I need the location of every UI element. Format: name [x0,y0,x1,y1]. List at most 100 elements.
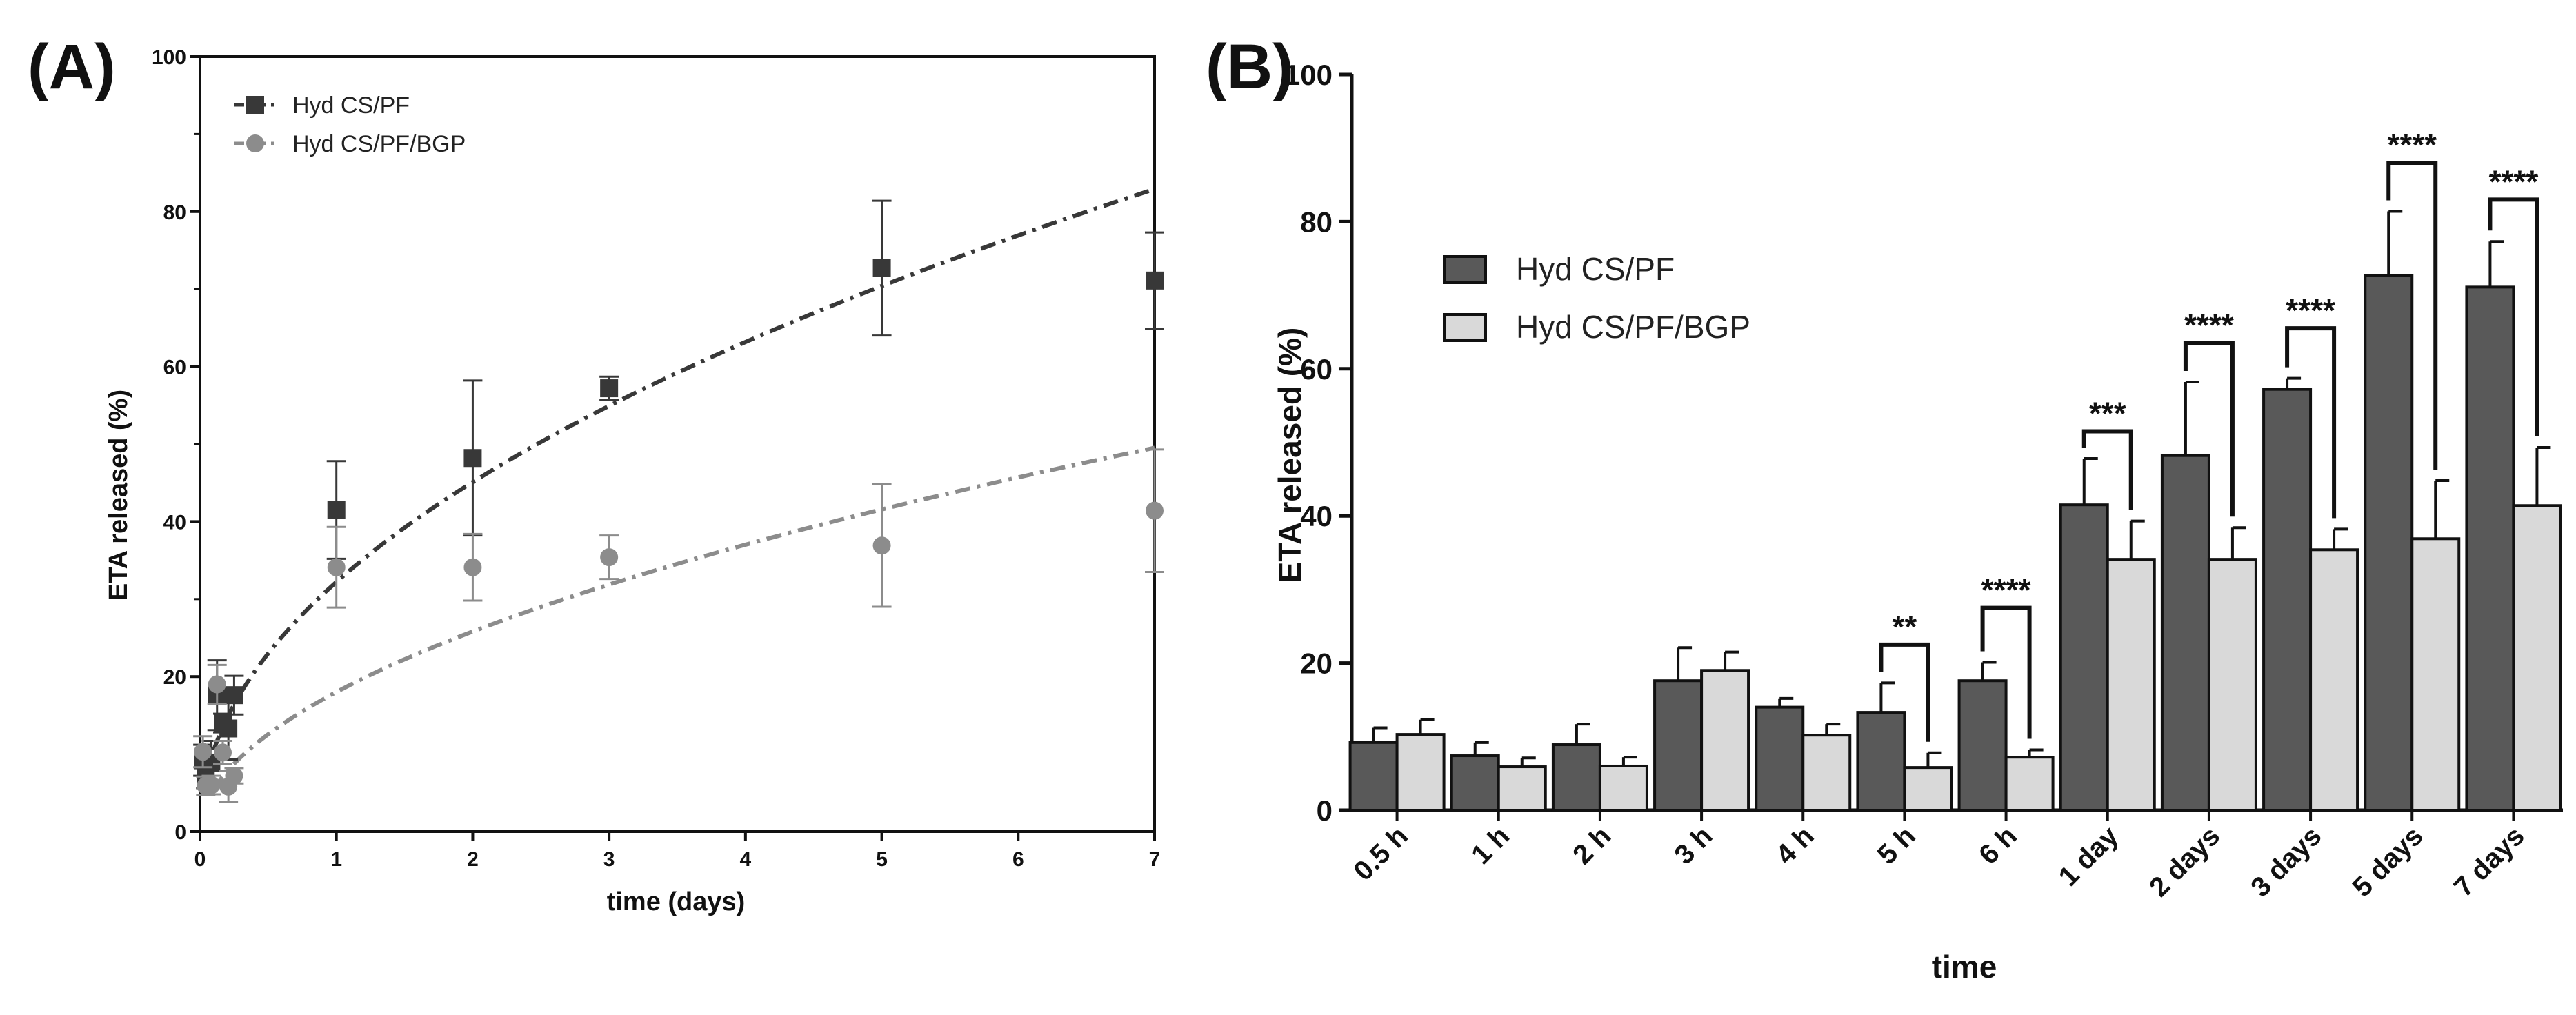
panel-a-y-tick-label: 60 [163,356,186,379]
panel-a-x-tick-label: 0 [194,848,206,871]
panel-a-x-tick-label: 3 [603,848,615,871]
panel-a-x-tick-label: 1 [330,848,342,871]
legend-swatch-hyd-cs-pf [1443,255,1487,284]
panel-b-significance-label: **** [1981,572,2031,608]
panel-b-bars [1348,210,2562,812]
panel-a-x-tick-label: 2 [467,848,479,871]
panel-b-bar-hyd-cs-pf [1957,679,2008,812]
panel-a-point-hyd-cs-pf-bgp [600,548,619,567]
panel-a-label: (A) [28,32,116,102]
panel-b-bar-hyd-cs-pf-bgp [1903,766,1953,812]
panel-b-significance-bracket [2386,161,2438,470]
panel-a-legend: Hyd CS/PF Hyd CS/PF/BGP [234,92,466,157]
panel-a-scatter-chart: (A) 0 1 2 3 4 5 6 7 0 20 40 60 80 100 Hyd CS/PF Hyd C… [28,32,1164,916]
panel-a-axes: 0 1 2 3 4 5 6 7 0 20 40 60 80 100 [152,46,1160,871]
panel-b-y-tick-label: 0 [1317,794,1332,827]
panel-b-bar-hyd-cs-pf [2465,285,2515,812]
panel-a-fit-curve-hyd-cs-pf-bgp [212,445,1155,791]
panel-a-y-axis-label: ETA released (%) [104,390,133,601]
panel-a-x-tick-label: 5 [876,848,888,871]
panel-b-legend: Hyd CS/PF Hyd CS/PF/BGP [1443,251,1750,345]
panel-b-bar-hyd-cs-pf [1856,711,1906,812]
panel-a-data-points [193,199,1164,803]
panel-b-bar-hyd-cs-pf [2262,388,2313,812]
panel-a-point-hyd-cs-pf [872,259,891,277]
panel-b-x-tick-label: 2 days [2144,821,2226,903]
panel-b-y-tick-label: 20 [1300,647,1332,680]
panel-a-point-hyd-cs-pf-bgp [872,536,891,555]
panel-b-bar-hyd-cs-pf-bgp [1700,669,1750,812]
panel-b-significance-label: **** [2184,307,2234,343]
panel-a-point-hyd-cs-pf-bgp [208,675,226,694]
panel-a-y-tick-label: 0 [174,821,186,844]
panel-b-bar-hyd-cs-pf [2059,503,2109,812]
panel-b-bar-hyd-cs-pf [1551,743,1601,812]
panel-b-significance-label: **** [2387,127,2437,163]
panel-a-y-tick-label: 80 [163,201,186,224]
panel-a-point-hyd-cs-pf [600,379,619,398]
panel-a-point-hyd-cs-pf [327,501,346,519]
panel-b-x-axis-label: time [1932,949,1997,985]
panel-a-point-hyd-cs-pf [463,449,482,468]
panel-b-significance-label: **** [2286,292,2335,328]
panel-b-bar-hyd-cs-pf-bgp [1801,734,1852,812]
panel-a-point-hyd-cs-pf [225,686,243,705]
legend-label-hyd-cs-pf: Hyd CS/PF [292,92,410,119]
panel-a-fit-curves [211,187,1155,791]
panel-a-point-hyd-cs-pf-bgp [202,776,221,794]
panel-b-bar-hyd-cs-pf-bgp [1598,764,1648,812]
panel-b-x-tick-label: 6 h [1973,821,2023,870]
panel-b-bar-hyd-cs-pf-bgp [1497,765,1547,812]
panel-b-significance-brackets: ************* ************ [1879,127,2539,742]
panel-b-bar-hyd-cs-pf-bgp [2512,504,2562,812]
panel-b-x-tick-label: 2 h [1567,821,1617,870]
panel-a-x-tick-label: 4 [740,848,752,871]
panel-a-y-tick-label: 40 [163,511,186,534]
panel-b-significance-bracket [2183,341,2235,517]
panel-b-significance-label: *** [2089,395,2126,431]
panel-b-x-tick-label: 3 days [2245,821,2327,903]
panel-a-point-hyd-cs-pf [219,719,238,738]
panel-a-x-axis-label: time (days) [607,887,746,916]
panel-b-significance-bracket [2488,197,2539,436]
panel-b-x-tick-label: 1 day [2053,821,2125,892]
panel-b-bar-hyd-cs-pf [1755,705,1805,812]
panel-b-bar-hyd-cs-pf [2160,454,2210,812]
panel-a-plot-frame [199,55,1156,833]
legend-marker-hyd-cs-pf-bgp [246,134,264,152]
panel-b-bar-hyd-cs-pf-bgp [2410,537,2461,812]
panel-b-bar-chart: (B) 0 20 40 60 80 100 0.5 h 1 h 2 h 3 h 4 h 5 h 6 h 1… [1206,32,2563,985]
legend-marker-hyd-cs-pf [246,96,264,114]
panel-b-significance-bracket [2285,326,2337,519]
panel-b-y-tick-label: 40 [1300,500,1332,532]
panel-a-x-tick-label: 7 [1149,848,1161,871]
panel-b-x-tick-label: 5 h [1872,821,1921,870]
panel-b-bar-hyd-cs-pf-bgp [2207,558,2257,812]
legend-label-hyd-cs-pf: Hyd CS/PF [1516,251,1675,287]
legend-swatch-hyd-cs-pf-bgp [1443,313,1487,342]
panel-b-bar-hyd-cs-pf [1450,754,1500,812]
panel-a-point-hyd-cs-pf-bgp [463,558,482,576]
panel-a-point-hyd-cs-pf-bgp [327,558,346,576]
panel-b-x-tick-label: 0.5 h [1348,821,1414,887]
panel-b-bar-hyd-cs-pf-bgp [2106,558,2156,812]
panel-b-x-tick-label: 1 h [1466,821,1515,870]
legend-label-hyd-cs-pf-bgp: Hyd CS/PF/BGP [292,131,466,157]
panel-a-point-hyd-cs-pf-bgp [194,743,212,761]
panel-a-point-hyd-cs-pf-bgp [214,743,232,762]
panel-b-x-tick-label: 3 h [1668,821,1718,870]
panel-a-point-hyd-cs-pf-bgp [1146,501,1164,520]
panel-b-bar-hyd-cs-pf-bgp [1395,733,1446,812]
panel-a-fit-curve-hyd-cs-pf [211,187,1155,751]
panel-b-bar-hyd-cs-pf [1348,741,1399,812]
legend-label-hyd-cs-pf-bgp: Hyd CS/PF/BGP [1516,309,1750,345]
panel-b-y-axis-label: ETA released (%) [1272,328,1308,583]
panel-b-x-tick-label: 7 days [2448,821,2530,903]
panel-a-y-tick-label: 100 [152,46,186,69]
panel-b-significance-label: **** [2489,163,2539,199]
panel-a-point-hyd-cs-pf-bgp [225,767,243,785]
panel-b-bar-hyd-cs-pf [2364,274,2414,812]
panel-b-bar-hyd-cs-pf-bgp [2309,548,2359,812]
panel-b-significance-bracket [2081,429,2133,510]
